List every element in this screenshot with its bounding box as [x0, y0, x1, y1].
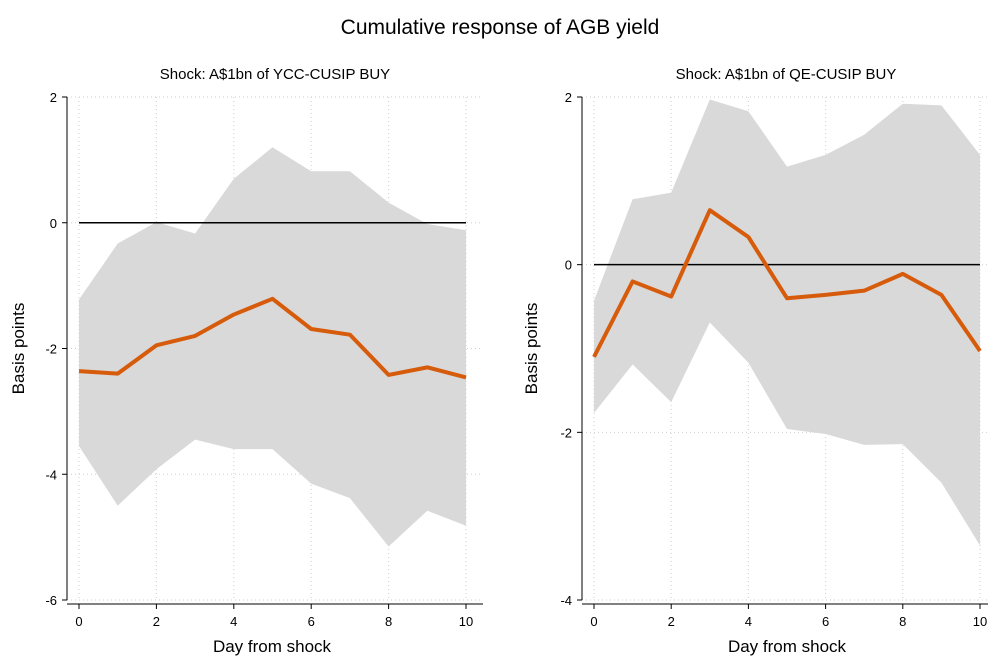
y-axis-label: Basis points — [9, 303, 28, 395]
x-tick-label: 4 — [230, 614, 237, 629]
x-tick-label: 10 — [973, 614, 987, 629]
x-tick-label: 8 — [899, 614, 906, 629]
x-axis-label: Day from shock — [728, 637, 847, 656]
y-tick-label: 2 — [565, 90, 572, 105]
x-tick-label: 0 — [590, 614, 597, 629]
y-tick-label: -6 — [45, 593, 57, 608]
y-tick-label: -4 — [560, 593, 572, 608]
y-axis-label: Basis points — [522, 303, 541, 395]
x-tick-label: 8 — [385, 614, 392, 629]
x-tick-label: 2 — [153, 614, 160, 629]
y-tick-label: -4 — [45, 467, 57, 482]
x-tick-label: 0 — [75, 614, 82, 629]
subplot-title: Shock: A$1bn of YCC-CUSIP BUY — [160, 66, 390, 83]
x-tick-label: 4 — [745, 614, 752, 629]
y-tick-label: 2 — [50, 90, 57, 105]
x-tick-label: 6 — [822, 614, 829, 629]
y-tick-label: -2 — [45, 342, 57, 357]
subplot-title: Shock: A$1bn of QE-CUSIP BUY — [676, 66, 897, 83]
y-tick-label: 0 — [565, 258, 572, 273]
response-line — [78, 296, 467, 380]
x-tick-label: 10 — [459, 614, 473, 629]
panel-qe: Shock: A$1bn of QE-CUSIP BUY -4 -2 0 2 0 2 4 6 8 1… — [522, 66, 990, 656]
y-tick-label: 0 — [50, 216, 57, 231]
y-tick-label: -2 — [560, 425, 572, 440]
figure-title: Cumulative response of AGB yield — [341, 16, 660, 39]
x-tick-label: 6 — [308, 614, 315, 629]
confidence-band — [79, 147, 466, 547]
response-line — [592, 208, 982, 358]
confidence-band — [594, 99, 980, 546]
x-tick-label: 2 — [668, 614, 675, 629]
x-axis-label: Day from shock — [213, 637, 332, 656]
panel-ycc: Shock: A$1bn of YCC-CUSIP BUY -6 -4 -2 0 2 0 2 4… — [9, 66, 483, 656]
